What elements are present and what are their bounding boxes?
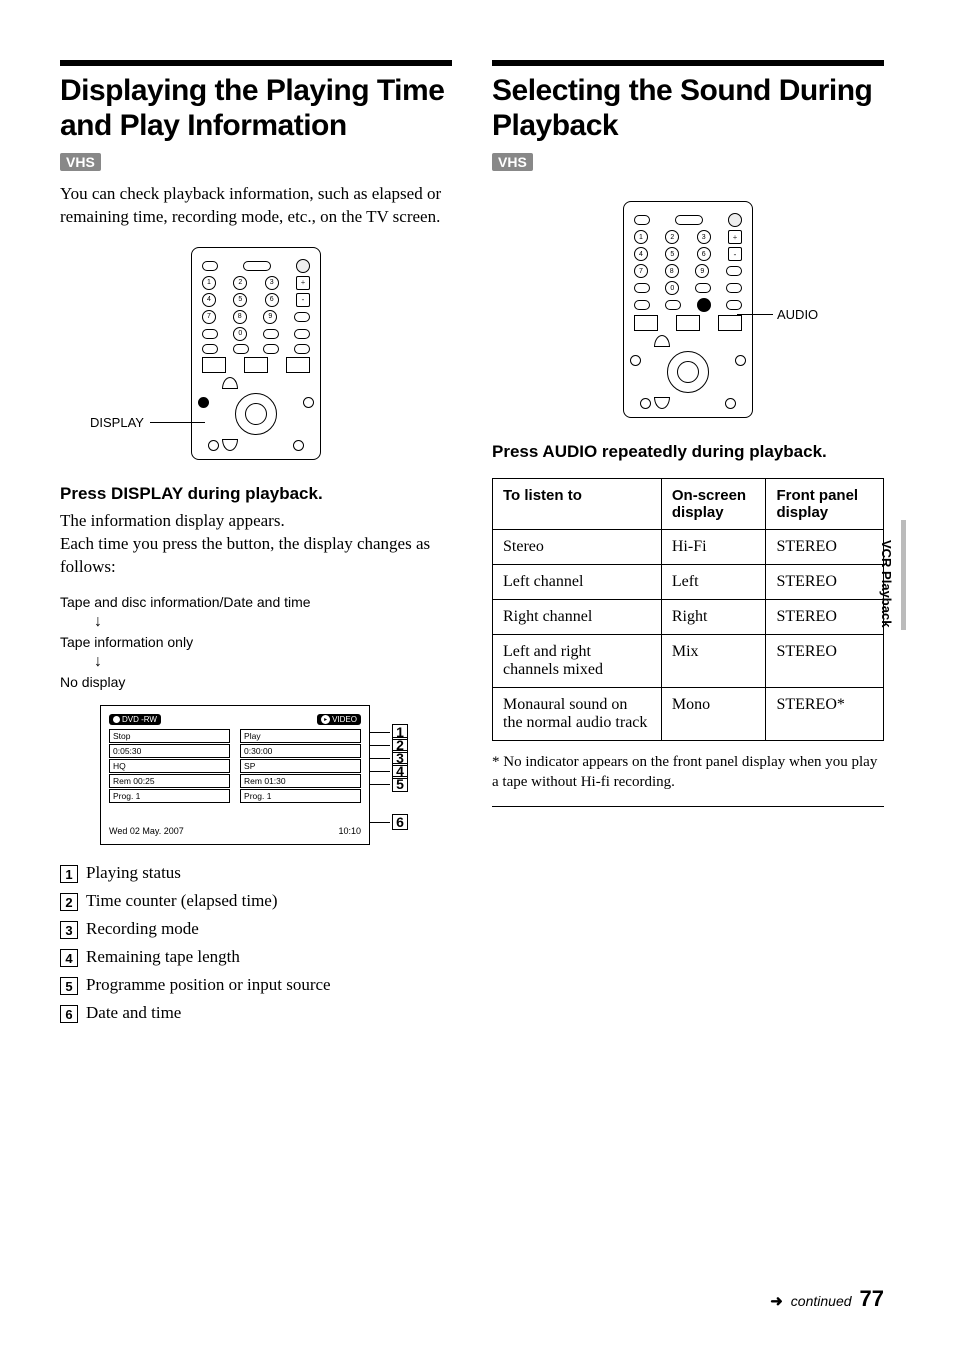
table-header: Front panel display (766, 479, 884, 530)
table-row: Left and right channels mixedMixSTEREO (493, 635, 884, 688)
table-row: Monaural sound on the normal audio track… (493, 688, 884, 741)
page-number: 77 (860, 1286, 884, 1312)
osd-cell: Prog. 1 (240, 789, 361, 803)
section-end-rule (492, 806, 884, 807)
section-rule (492, 60, 884, 66)
intro-paragraph: You can check playback information, such… (60, 183, 452, 229)
legend-text: Playing status (86, 863, 181, 883)
label-leader-line (150, 422, 205, 423)
right-heading: Selecting the Sound During Playback (492, 74, 884, 143)
legend-text: Date and time (86, 1003, 181, 1023)
remote-diagram-right: 123+ 456- 789 0 (492, 201, 884, 418)
dvd-chip: DVD -RW (109, 714, 161, 725)
continued-label: continued (791, 1293, 852, 1309)
osd-time: 10:10 (338, 826, 361, 836)
osd-cell: Play (240, 729, 361, 743)
footnote: * No indicator appears on the front pane… (492, 753, 884, 792)
side-tab-label: VCR Playback (879, 540, 894, 627)
legend-text: Programme position or input source (86, 975, 331, 995)
table-header: To listen to (493, 479, 662, 530)
osd-cell: SP (240, 759, 361, 773)
left-heading: Displaying the Playing Time and Play Inf… (60, 74, 452, 143)
osd-cell: Stop (109, 729, 230, 743)
osd-cell: Prog. 1 (109, 789, 230, 803)
step-heading-left: Press DISPLAY during playback. (60, 484, 452, 504)
step-body-2: Each time you press the button, the disp… (60, 533, 452, 579)
vhs-tag: VHS (60, 153, 101, 171)
osd-cell: 0:30:00 (240, 744, 361, 758)
table-header: On-screen display (661, 479, 766, 530)
video-chip: ▸VIDEO (317, 714, 361, 725)
display-button-icon (198, 397, 209, 408)
down-arrow-icon: ↓ (94, 613, 452, 631)
vhs-tag: VHS (492, 153, 533, 171)
remote-outline: 123+ 456- 789 0 (623, 201, 753, 418)
remote-outline: 123+ 456- 789 0 (191, 247, 321, 460)
osd-cell: HQ (109, 759, 230, 773)
audio-label: AUDIO (777, 307, 818, 322)
section-rule (60, 60, 452, 66)
arrow-icon: ➜ (770, 1292, 783, 1310)
osd-diagram: DVD -RW ▸VIDEO Stop 0:05:30 HQ Rem 00:25… (100, 705, 410, 845)
label-leader-line (737, 314, 773, 315)
osd-cell: Rem 00:25 (109, 774, 230, 788)
callout-5: 5 (392, 776, 408, 792)
page-footer: ➜ continued 77 (770, 1286, 884, 1312)
callout-6: 6 (392, 814, 408, 830)
down-arrow-icon: ↓ (94, 653, 452, 671)
side-tab-bar (901, 520, 906, 630)
step-heading-right: Press AUDIO repeatedly during playback. (492, 442, 884, 462)
audio-table: To listen to On-screen display Front pan… (492, 478, 884, 741)
legend-text: Remaining tape length (86, 947, 240, 967)
step-body-1: The information display appears. (60, 510, 452, 533)
sequence-3: No display (60, 673, 452, 691)
table-row: Right channelRightSTEREO (493, 600, 884, 635)
sequence-2: Tape information only (60, 633, 452, 651)
legend-list: 1Playing status 2Time counter (elapsed t… (60, 863, 452, 1023)
remote-diagram: DISPLAY 123+ 456- 789 0 (60, 247, 452, 460)
table-row: Left channelLeftSTEREO (493, 565, 884, 600)
osd-cell: 0:05:30 (109, 744, 230, 758)
display-label: DISPLAY (90, 415, 144, 430)
audio-button-icon (697, 298, 711, 312)
legend-text: Recording mode (86, 919, 199, 939)
osd-cell: Rem 01:30 (240, 774, 361, 788)
sequence-1: Tape and disc information/Date and time (60, 593, 452, 611)
osd-date: Wed 02 May. 2007 (109, 826, 184, 836)
legend-text: Time counter (elapsed time) (86, 891, 278, 911)
table-row: StereoHi-FiSTEREO (493, 530, 884, 565)
